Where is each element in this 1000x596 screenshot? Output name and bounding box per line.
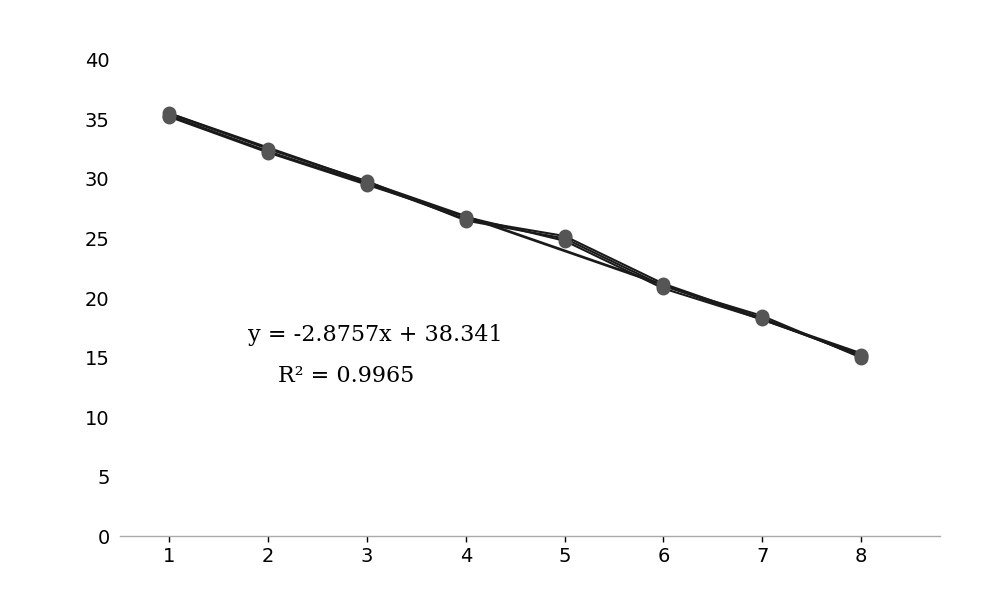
Text: y = -2.8757x + 38.341: y = -2.8757x + 38.341	[248, 324, 503, 346]
Text: R² = 0.9965: R² = 0.9965	[278, 365, 414, 387]
